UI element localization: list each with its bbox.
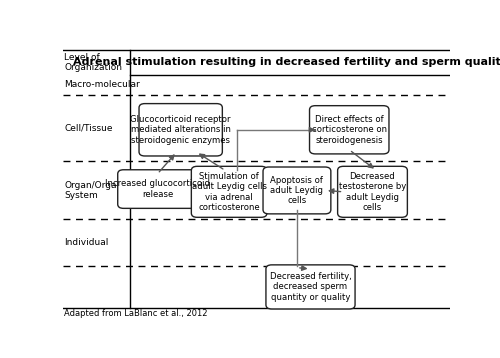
FancyBboxPatch shape xyxy=(310,106,389,154)
Text: Decreased fertility,
decreased sperm
quantity or quality: Decreased fertility, decreased sperm qua… xyxy=(270,272,351,302)
Text: Macro-molecular: Macro-molecular xyxy=(64,81,140,90)
Text: Glucocorticoid receptor
mediated alterations in
steroidogenic enzymes: Glucocorticoid receptor mediated alterat… xyxy=(130,115,231,145)
Text: Stimulation of
adult Leydig cells
via adrenal
corticosterone: Stimulation of adult Leydig cells via ad… xyxy=(192,172,266,212)
Text: Direct effects of
corticosterone on
steroidogenesis: Direct effects of corticosterone on ster… xyxy=(312,115,387,145)
Text: Increased glucocorticoid
release: Increased glucocorticoid release xyxy=(105,179,210,199)
Text: Cell/Tissue: Cell/Tissue xyxy=(64,124,113,133)
FancyBboxPatch shape xyxy=(118,170,197,208)
FancyBboxPatch shape xyxy=(263,167,331,214)
Text: Individual: Individual xyxy=(64,238,109,247)
FancyBboxPatch shape xyxy=(266,265,355,309)
Text: Apoptosis of
adult Leydig
cells: Apoptosis of adult Leydig cells xyxy=(270,175,324,205)
Text: Adrenal stimulation resulting in decreased fertility and sperm quality: Adrenal stimulation resulting in decreas… xyxy=(72,57,500,67)
FancyBboxPatch shape xyxy=(192,166,267,217)
Text: Level of
Organization: Level of Organization xyxy=(64,53,122,72)
FancyBboxPatch shape xyxy=(338,166,407,217)
Text: Organ/Organ
System: Organ/Organ System xyxy=(64,181,122,200)
FancyBboxPatch shape xyxy=(139,103,222,156)
Text: Decreased
testosterone by
adult Leydig
cells: Decreased testosterone by adult Leydig c… xyxy=(339,172,406,212)
Text: Adapted from LaBlanc et al., 2012: Adapted from LaBlanc et al., 2012 xyxy=(64,309,208,318)
